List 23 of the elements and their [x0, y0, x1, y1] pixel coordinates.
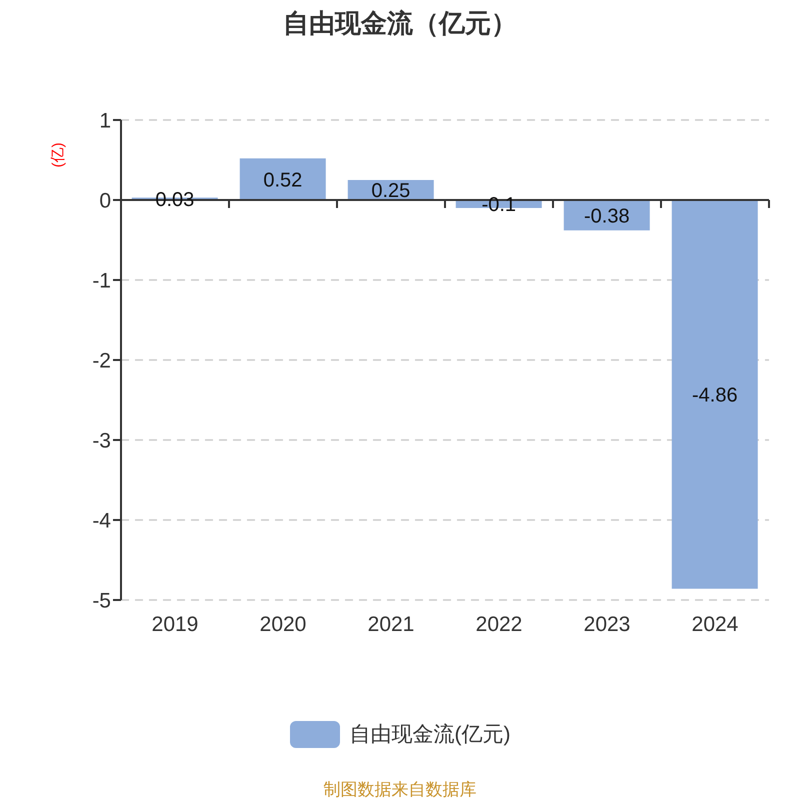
- x-tick-label: 2024: [692, 612, 739, 636]
- x-tick-label: 2023: [584, 612, 630, 636]
- data-label: 0.52: [263, 169, 302, 192]
- y-axis-title: (亿): [48, 142, 68, 168]
- chart-title: 自由现金流（亿元）: [282, 7, 518, 40]
- bar: [240, 158, 326, 200]
- y-tick-label: -1: [92, 269, 111, 292]
- x-tick-label: 2020: [260, 612, 306, 636]
- y-tick-label: -3: [92, 429, 111, 452]
- y-tick-label: -4: [92, 509, 112, 532]
- data-label: -0.38: [584, 205, 630, 228]
- text: 制图数据来自数据库: [322, 779, 478, 800]
- bar: [672, 200, 758, 589]
- y-tick-label: -2: [92, 349, 111, 372]
- legend-label: 自由现金流(亿元): [350, 722, 510, 748]
- x-tick-label: 2022: [476, 612, 522, 636]
- x-tick-label: 2021: [368, 612, 414, 636]
- y-tick-label: -5: [92, 589, 111, 612]
- x-tick-label: 2019: [152, 612, 198, 636]
- data-label: 0.25: [371, 180, 410, 202]
- y-tick-label: 0: [99, 189, 111, 212]
- data-label: -4.86: [692, 384, 738, 406]
- y-tick-label: 1: [99, 109, 111, 132]
